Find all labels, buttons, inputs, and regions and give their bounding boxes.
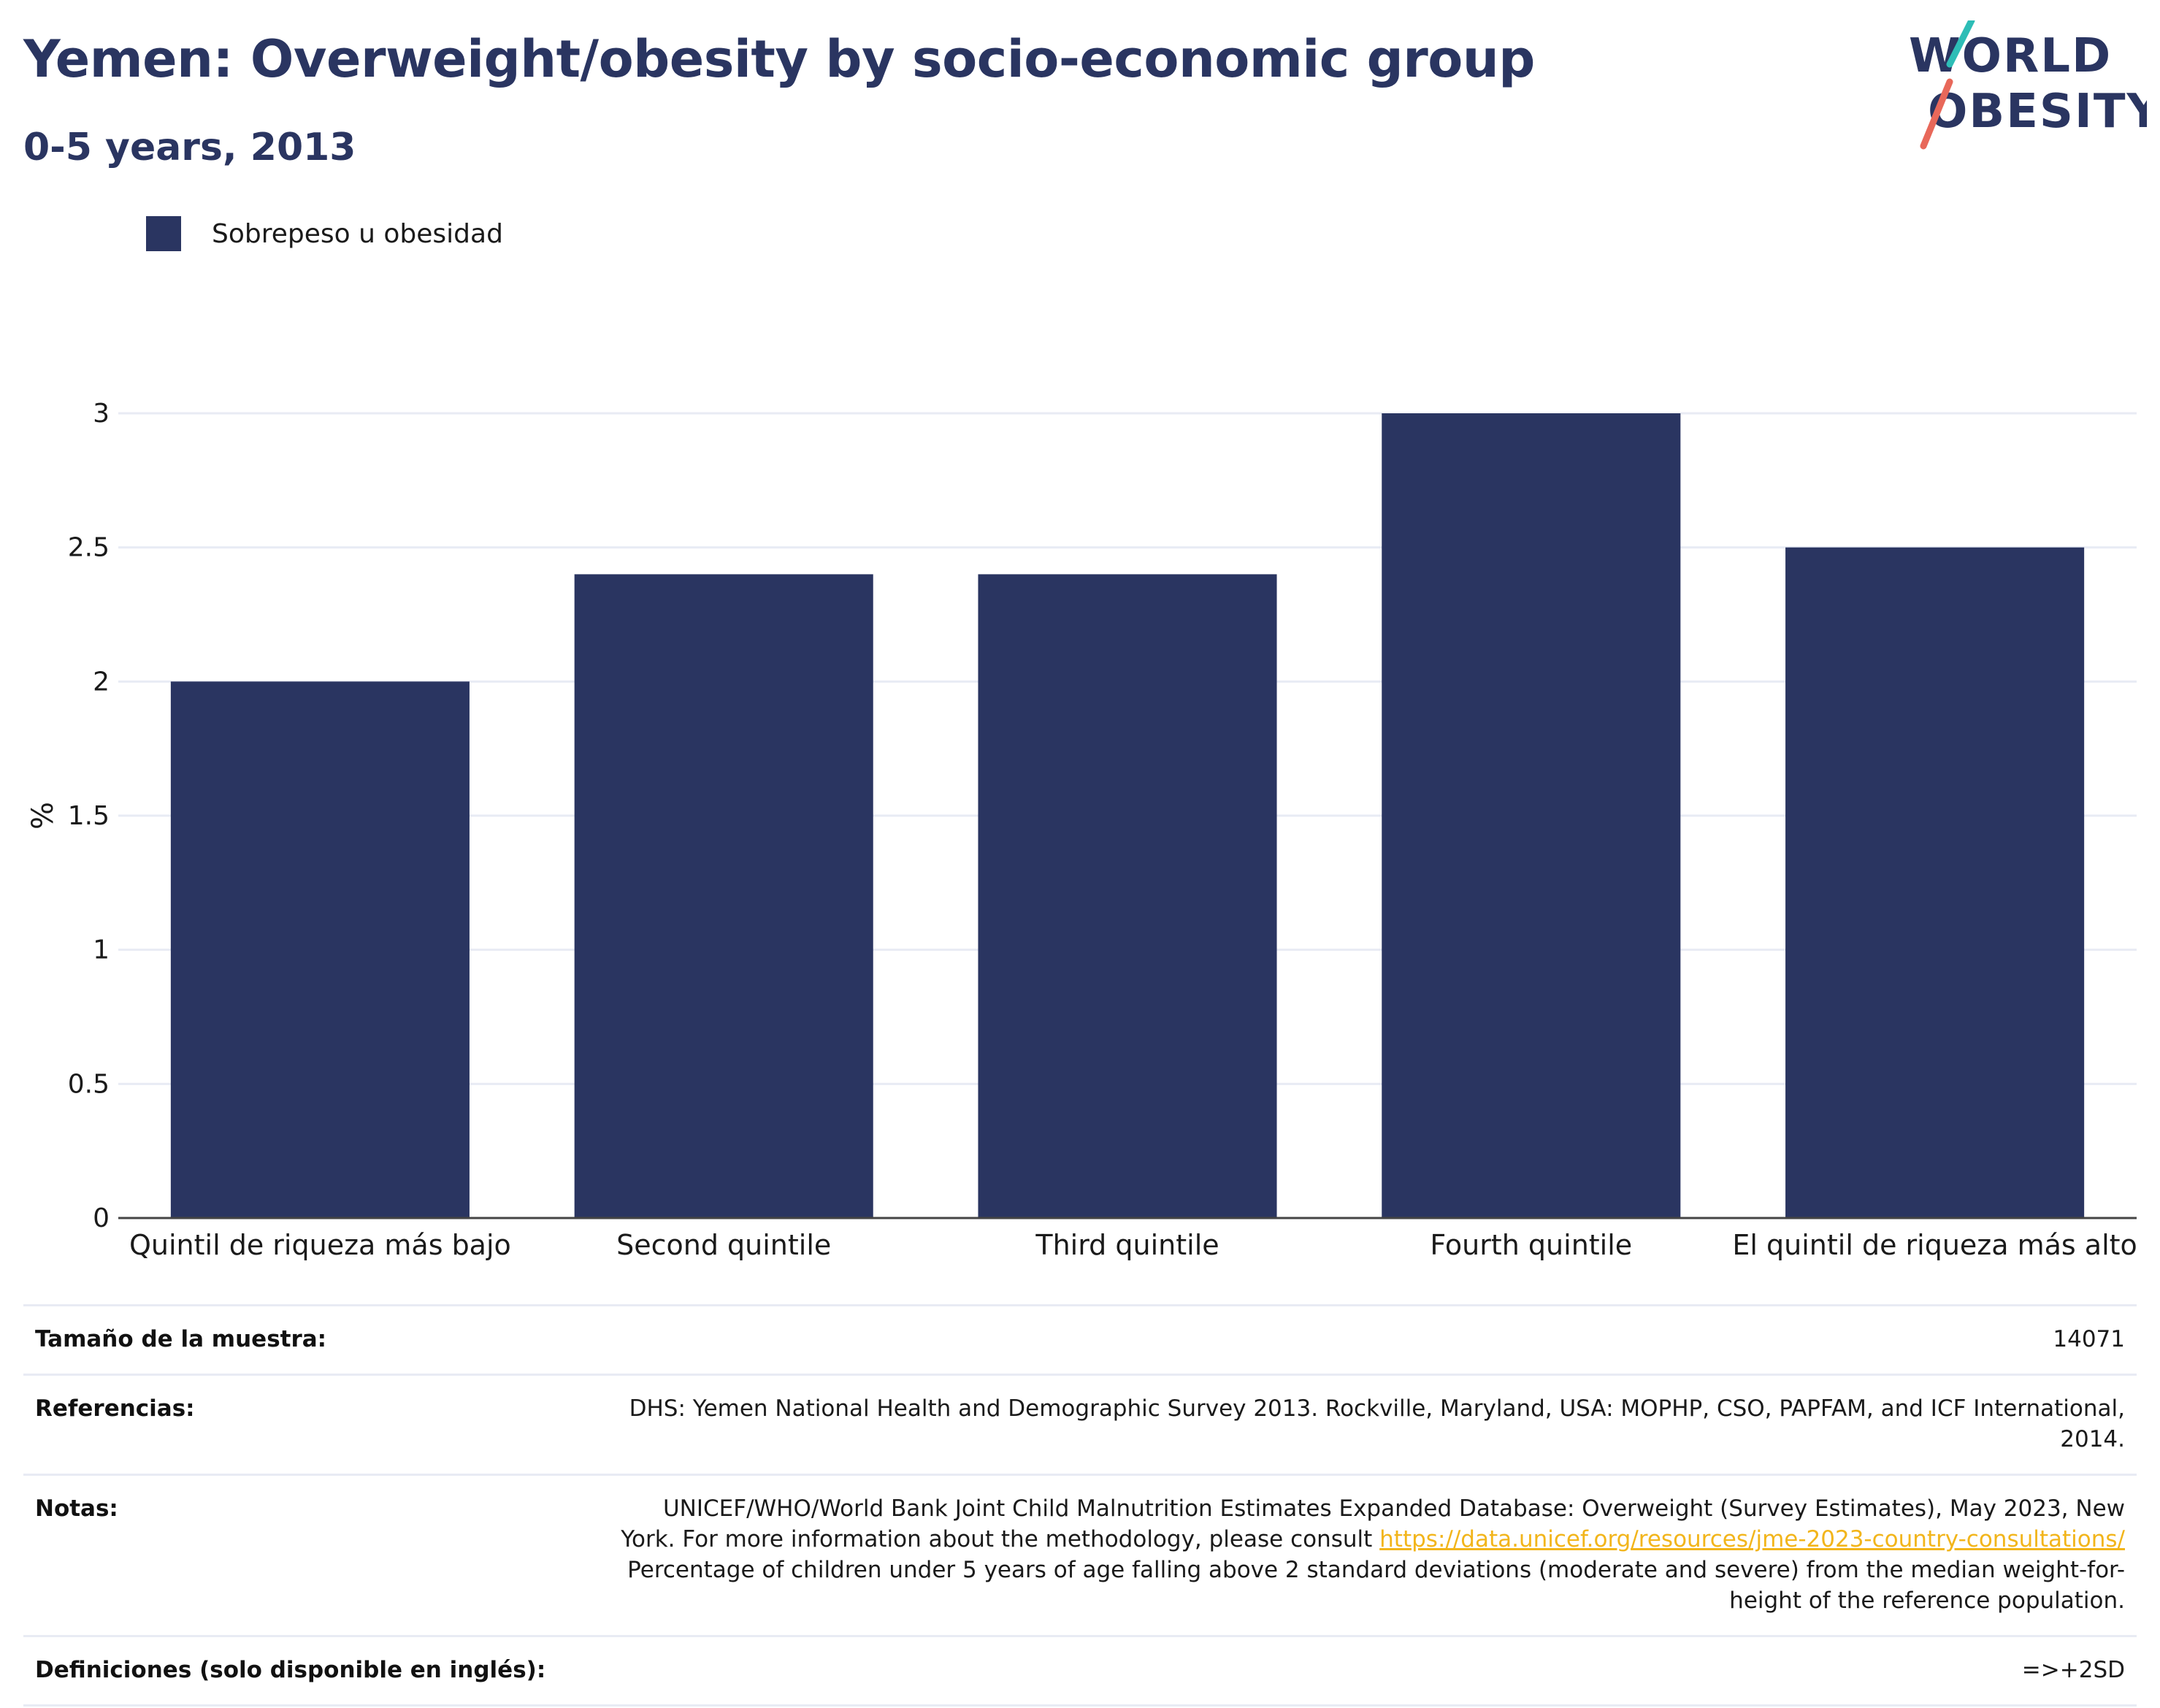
bar-chart: 0 0.5 1 1.5 2 2.5 3 Quintil de riqueza más bajo… <box>26 399 2137 1261</box>
x-tick-label: Quintil de riqueza más bajo <box>129 1229 511 1261</box>
x-tick-label: El quintil de riqueza más alto <box>1732 1229 2137 1261</box>
x-tick-label: Fourth quintile <box>1430 1229 1632 1261</box>
x-tick-label: Second quintile <box>616 1229 831 1261</box>
y-tick-label: 1 <box>93 935 110 965</box>
logo-coral-slash <box>1920 78 1953 150</box>
logo-line-1: WORLD <box>1909 29 2112 83</box>
bars <box>170 413 2085 1218</box>
chart-subtitle: 0-5 years, 2013 <box>23 126 356 169</box>
world-obesity-logo: WORLD OBESITY <box>1909 20 2147 150</box>
info-row-references: Referencias: DHS: Yemen National Health … <box>23 1374 2137 1475</box>
references-value: DHS: Yemen National Health and Demograph… <box>629 1395 2125 1452</box>
bar <box>978 574 1277 1218</box>
y-tick-label: 3 <box>93 399 110 429</box>
y-tick-label: 2 <box>93 667 110 697</box>
axes: 0 0.5 1 1.5 2 2.5 3 Quintil de riqueza más bajo… <box>26 399 2137 1261</box>
notes-value: UNICEF/WHO/World Bank Joint Child Malnut… <box>602 1475 2137 1636</box>
chart-legend[interactable]: Sobrepeso u obesidad <box>146 216 503 251</box>
bar <box>1382 413 1681 1218</box>
logo-line-2: OBESITY <box>1928 85 2147 139</box>
info-row-sample-size: Tamaño de la muestra: 14071 <box>23 1305 2137 1375</box>
notes-label: Notas: <box>35 1496 118 1522</box>
x-tick-label: Third quintile <box>1035 1229 1219 1261</box>
notes-text-after: Percentage of children under 5 years of … <box>627 1557 2125 1614</box>
references-label: Referencias: <box>35 1395 195 1422</box>
chart-title: Yemen: Overweight/obesity by socio-econo… <box>23 29 1535 89</box>
bar <box>170 681 470 1218</box>
notes-text-before: UNICEF/WHO/World Bank Joint Child Malnut… <box>621 1496 2125 1552</box>
info-table: Tamaño de la muestra: 14071 Referencias:… <box>23 1304 2137 1707</box>
legend-swatch <box>146 216 181 251</box>
legend-label: Sobrepeso u obesidad <box>212 218 503 249</box>
y-tick-label: 1.5 <box>68 801 110 831</box>
info-row-notes: Notas: UNICEF/WHO/World Bank Joint Child… <box>23 1474 2137 1636</box>
y-tick-label: 0.5 <box>68 1069 110 1099</box>
y-axis-label: % <box>26 802 60 830</box>
bar <box>574 574 873 1218</box>
definitions-label: Definiciones (solo disponible en inglés)… <box>35 1657 546 1683</box>
notes-link[interactable]: https://data.unicef.org/resources/jme-20… <box>1379 1526 2125 1552</box>
definitions-value: =>+2SD <box>2021 1657 2125 1683</box>
y-tick-label: 2.5 <box>68 533 110 563</box>
sample-size-value: 14071 <box>2053 1326 2125 1352</box>
sample-size-label: Tamaño de la muestra: <box>35 1326 327 1352</box>
info-row-definitions: Definiciones (solo disponible en inglés)… <box>23 1636 2137 1706</box>
logo-teal-slash <box>1946 20 1975 68</box>
bar <box>1785 547 2085 1218</box>
y-tick-label: 0 <box>93 1203 110 1233</box>
